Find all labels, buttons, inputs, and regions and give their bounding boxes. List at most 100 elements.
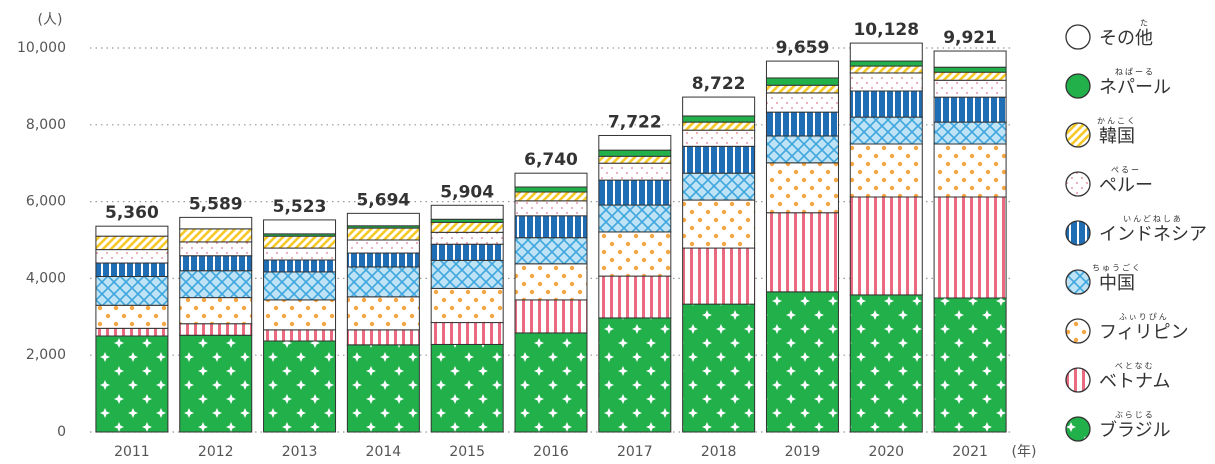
- legend-label: インドネシア: [1099, 224, 1207, 245]
- legend-ruby: いんどねしあ: [1123, 215, 1183, 224]
- bar-segment: [682, 96, 756, 117]
- bar-segment: [95, 304, 169, 329]
- bar-segment: [263, 299, 337, 331]
- bar-segment: [598, 162, 672, 181]
- bar-segment: [598, 231, 672, 277]
- bar-segment: [430, 259, 504, 289]
- y-tick-label: 0: [57, 424, 66, 440]
- legend-label: フィリピン: [1099, 322, 1189, 343]
- legend-label: ペルー: [1099, 175, 1153, 196]
- bar-segment: [849, 294, 923, 433]
- bar-segment: [933, 50, 1007, 68]
- bar-segment: [682, 145, 756, 174]
- bar-segment: [95, 262, 169, 277]
- bar-segment: [598, 149, 672, 157]
- bar-segment: [682, 129, 756, 147]
- bar-segment: [765, 84, 839, 94]
- bar-segment: [95, 275, 169, 306]
- bar-segment: [179, 270, 253, 299]
- x-unit: (年): [1012, 444, 1037, 460]
- legend-swatch: [1065, 24, 1091, 50]
- bar-segment: [95, 249, 169, 264]
- bar-segment: [598, 317, 672, 433]
- bar-segment: [933, 96, 1007, 123]
- bar-segment: [95, 235, 169, 251]
- bar-segment: [514, 172, 588, 188]
- bar-segment: [430, 287, 504, 324]
- total-label: 8,722: [692, 74, 746, 94]
- legend-swatch: [1065, 318, 1091, 344]
- x-tick-label: 2018: [701, 444, 737, 460]
- bar-segment: [598, 155, 672, 164]
- bar-segment: [765, 212, 839, 293]
- legend-label: ネパール: [1099, 77, 1171, 98]
- bar-segment: [179, 334, 253, 433]
- x-tick-label: 2015: [449, 444, 485, 460]
- bar-segment: [179, 241, 253, 257]
- legend-swatch: [1065, 220, 1091, 246]
- bar-segment: [430, 231, 504, 245]
- bar-segment: [430, 204, 504, 220]
- bar-segment: [682, 303, 756, 433]
- bar-segment: [179, 323, 253, 336]
- bar-segment: [95, 225, 169, 237]
- legend-ruby: ぺるー: [1111, 166, 1141, 175]
- bar-segment: [514, 237, 588, 265]
- total-label: 5,360: [105, 203, 159, 223]
- legend-ruby: ふぃりぴん: [1119, 313, 1169, 322]
- total-label: 5,694: [356, 190, 410, 210]
- x-tick-label: 2014: [366, 444, 402, 460]
- bar-segment: [263, 259, 337, 273]
- bar-segment: [765, 111, 839, 137]
- bar-segment: [263, 219, 337, 235]
- bar-segment: [933, 71, 1007, 81]
- bar-segment: [849, 90, 923, 118]
- legend-ruby: ぶらじる: [1115, 411, 1155, 420]
- bar-segment: [849, 42, 923, 62]
- legend-swatch: [1065, 171, 1091, 197]
- legend-swatch: [1065, 122, 1091, 148]
- bar-segment: [598, 204, 672, 233]
- y-tick-label: 10,000: [17, 40, 66, 56]
- bar-segment: [849, 196, 923, 296]
- bar-segment: [346, 344, 420, 433]
- legend-label: その他: [1099, 28, 1153, 49]
- bar-segment: [682, 115, 756, 123]
- bar-segment: [598, 179, 672, 206]
- bar-segment: [682, 121, 756, 131]
- y-tick-label: 6,000: [26, 194, 66, 210]
- bar-segment: [346, 252, 420, 268]
- legend-label: 韓国: [1099, 126, 1135, 147]
- bar-segment: [346, 266, 420, 298]
- bar-segment: [346, 329, 420, 346]
- bar-segment: [346, 227, 420, 241]
- bar-segment: [682, 199, 756, 249]
- legend-ruby: ねぱーる: [1115, 68, 1155, 77]
- legend-swatch: [1065, 367, 1091, 393]
- bar-segment: [765, 77, 839, 86]
- bar-segment: [933, 66, 1007, 73]
- bar-segment: [514, 215, 588, 239]
- bar-segment: [346, 296, 420, 331]
- bar-segment: [179, 216, 253, 230]
- x-tick-label: 2017: [617, 444, 653, 460]
- bar-segment: [346, 212, 420, 227]
- bar-segment: [933, 121, 1007, 145]
- legend-label: ベトナム: [1099, 371, 1170, 392]
- bar-segment: [933, 79, 1007, 98]
- bar-segment: [95, 327, 169, 337]
- bar-segment: [514, 186, 588, 193]
- bar-segment: [849, 60, 923, 67]
- bar-segment: [933, 143, 1007, 198]
- bar-segment: [765, 135, 839, 164]
- bar-segment: [765, 291, 839, 433]
- legend-ruby: べとなむ: [1115, 362, 1155, 371]
- x-tick-label: 2020: [868, 444, 904, 460]
- total-label: 10,128: [853, 20, 919, 40]
- total-label: 5,523: [273, 197, 327, 217]
- bar-segment: [514, 299, 588, 334]
- bar-segment: [263, 329, 337, 342]
- x-tick-label: 2019: [785, 444, 821, 460]
- bar-segment: [849, 116, 923, 145]
